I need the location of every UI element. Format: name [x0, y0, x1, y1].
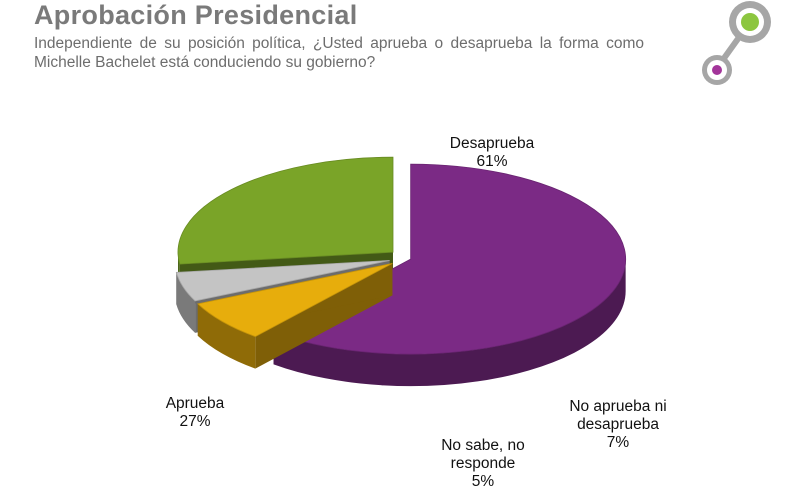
slice-name-aprueba: Aprueba — [165, 395, 225, 412]
pie-slice-side-no-aprueba-ni-desaprueba — [197, 303, 256, 369]
slice-value-no-sabe: 5% — [471, 473, 495, 490]
slice-value-desaprueba: 61% — [476, 153, 508, 170]
pie-slice-top-no-aprueba-ni-desaprueba — [196, 263, 393, 338]
slice-value-aprueba: 27% — [179, 413, 211, 430]
slice-label-aprueba: Aprueba 27% — [145, 395, 245, 431]
page-title: Aprobación Presidencial — [34, 0, 358, 30]
pie-slice-side-no-sabe-no-responde — [176, 272, 196, 333]
slice-name-no-aprueba-line2: desaprueba — [577, 416, 659, 433]
slice-name-no-sabe-line2: responde — [450, 455, 516, 472]
pie-slice-top-aprueba — [177, 156, 394, 265]
slice-value-no-aprueba: 7% — [606, 434, 630, 451]
brand-logo-icon — [702, 1, 771, 85]
page-subtitle: Independiente de su posición política, ¿… — [34, 35, 644, 71]
pie-slice-no-aprueba-ni-desaprueba — [196, 263, 393, 369]
slice-name-desaprueba: Desaprueba — [449, 135, 535, 152]
slice-label-no-aprueba-ni-desaprueba: No aprueba ni desaprueba 7% — [548, 398, 688, 452]
pie-slice-side-desaprueba — [273, 259, 626, 387]
slice-name-no-aprueba-line1: No aprueba ni — [569, 398, 667, 415]
pie-slice-top-no-sabe-no-responde — [175, 260, 390, 302]
slice-name-no-sabe-line1: No sabe, no — [441, 437, 525, 454]
slice-label-desaprueba: Desaprueba 61% — [432, 135, 552, 171]
slice-label-no-sabe: No sabe, no responde 5% — [418, 437, 548, 491]
